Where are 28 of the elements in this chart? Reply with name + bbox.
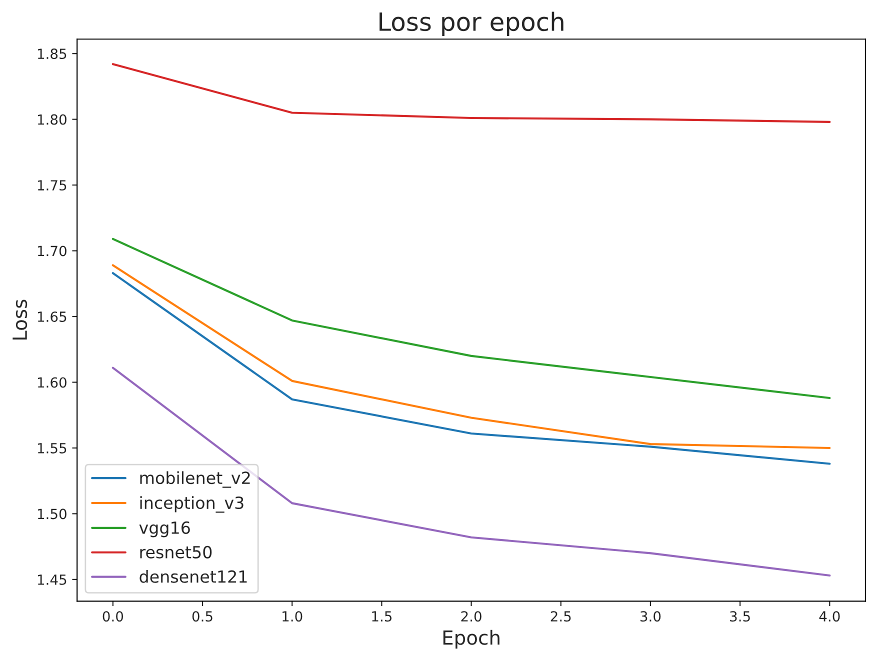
y-tick-label: 1.45	[38, 574, 66, 585]
x-tick-label: 3.0	[640, 611, 661, 622]
x-tick-label: 0.5	[192, 611, 212, 622]
legend-label: vgg16	[139, 521, 190, 538]
x-tick-label: 1.5	[372, 611, 392, 622]
legend-label: mobilenet_v2	[140, 471, 250, 488]
x-tick-label: 2.5	[550, 611, 571, 622]
x-axis-title: Epoch	[443, 630, 500, 649]
y-tick-label: 1.50	[38, 508, 66, 520]
legend-label: inception_v3	[140, 496, 244, 513]
y-tick-label: 1.60	[38, 377, 66, 388]
x-tick-label: 2.0	[461, 611, 482, 622]
legend-label: densenet121	[140, 570, 247, 583]
x-tick-label: 3.5	[730, 611, 750, 622]
y-tick-label: 1.85	[38, 48, 66, 60]
y-axis-title: Loss	[12, 300, 28, 340]
y-tick-label: 1.80	[38, 114, 66, 125]
x-tick-label: 4.0	[819, 611, 840, 622]
y-tick-label: 1.55	[38, 443, 66, 454]
y-tick-label: 1.65	[38, 311, 66, 322]
x-tick-label: 1.0	[282, 611, 302, 622]
y-tick-label: 1.70	[38, 246, 66, 256]
line-series	[112, 63, 831, 123]
chart-title: Loss por epoch	[380, 12, 564, 36]
x-tick-label: 0.0	[102, 611, 124, 622]
y-tick-label: 1.75	[38, 180, 66, 191]
legend-label: resnet50	[140, 546, 212, 558]
line-series	[112, 238, 831, 400]
